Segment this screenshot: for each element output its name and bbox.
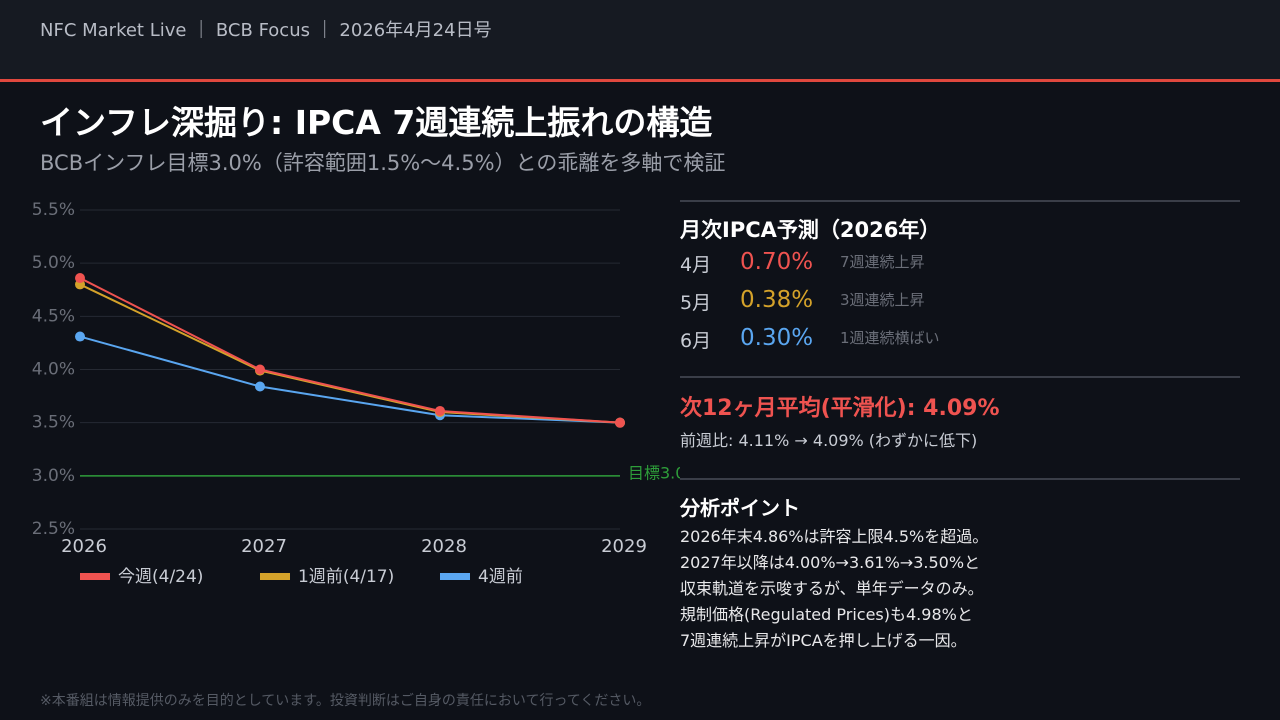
month-note: 7週連続上昇 bbox=[840, 253, 925, 271]
subtitle: BCBインフレ目標3.0%（許容範囲1.5%〜4.5%）との乖離を多軸で検証 bbox=[40, 151, 726, 175]
header-text: NFC Market Live ｜ BCB Focus ｜ 2026年4月24日… bbox=[40, 20, 492, 41]
y-tick-label: 2.5% bbox=[32, 519, 75, 539]
divider bbox=[680, 478, 1240, 480]
analysis-line: 2026年末4.86%は許容上限4.5%を超過。 bbox=[680, 527, 989, 546]
month-note: 1週連続横ばい bbox=[840, 329, 940, 347]
month: 4月 bbox=[680, 254, 712, 276]
legend-label: 1週前(4/17) bbox=[298, 567, 394, 587]
legend-label: 4週前 bbox=[478, 567, 523, 587]
x-tick-label: 2029 bbox=[601, 536, 647, 557]
month-value: 0.70% bbox=[740, 249, 814, 275]
header-bar: NFC Market Live ｜ BCB Focus ｜ 2026年4月24日… bbox=[0, 0, 1280, 82]
y-tick-label: 5.0% bbox=[32, 253, 75, 273]
month-value: 0.38% bbox=[740, 287, 814, 313]
analysis-line: 2027年以降は4.00%→3.61%→3.50%と bbox=[680, 553, 981, 572]
x-tick-label: 2028 bbox=[421, 536, 467, 557]
point bbox=[75, 273, 85, 284]
legend-swatch bbox=[440, 573, 470, 580]
y-tick-label: 3.5% bbox=[32, 413, 75, 433]
legend-swatch bbox=[260, 573, 290, 580]
average: 次12ヶ月平均(平滑化): 4.09% bbox=[680, 396, 1000, 421]
legend-label: 今週(4/24) bbox=[118, 567, 203, 587]
point bbox=[435, 405, 445, 416]
series-line bbox=[79, 277, 621, 424]
point bbox=[255, 364, 265, 375]
divider bbox=[680, 376, 1240, 378]
series-line bbox=[79, 335, 621, 424]
y-tick-label: 5.5% bbox=[32, 200, 75, 220]
x-tick-label: 2026 bbox=[61, 536, 107, 557]
y-tick-label: 3.0% bbox=[32, 466, 75, 486]
month: 5月 bbox=[680, 292, 712, 314]
analysis-line: 7週連続上昇がIPCAを押し上げる一因。 bbox=[680, 631, 967, 650]
legend-swatch bbox=[80, 573, 110, 580]
month: 6月 bbox=[680, 330, 712, 352]
month-value: 0.30% bbox=[740, 325, 814, 351]
x-tick-label: 2027 bbox=[241, 536, 287, 557]
target-label: 目標3.0% bbox=[628, 463, 680, 482]
monthly-title: 月次IPCA予測（2026年） bbox=[680, 218, 941, 242]
point bbox=[255, 381, 265, 392]
month-note: 3週連続上昇 bbox=[840, 291, 925, 309]
title: インフレ深掘り: IPCA 7週連続上振れの構造 bbox=[40, 103, 713, 142]
divider bbox=[680, 200, 1240, 202]
average-change: 前週比: 4.11% → 4.09% (わずかに低下) bbox=[680, 431, 978, 450]
point bbox=[75, 331, 85, 342]
y-tick-label: 4.0% bbox=[32, 360, 75, 380]
chart: 2.5% 3.0% 3.5% 4.0% 4.5% 5.0% 5.5% 2026 2027 2028… bbox=[32, 200, 680, 587]
footer: ※本番組は情報提供のみを目的としています。投資判断はご自身の責任において行ってく… bbox=[40, 693, 651, 709]
analysis-title: 分析ポイント bbox=[680, 496, 800, 520]
analysis-line: 収束軌道を示唆するが、単年データのみ。 bbox=[680, 579, 984, 598]
point bbox=[615, 417, 625, 428]
y-tick-label: 4.5% bbox=[32, 306, 75, 326]
series-line bbox=[79, 283, 621, 424]
analysis-line: 規制価格(Regulated Prices)も4.98%と bbox=[680, 605, 973, 624]
